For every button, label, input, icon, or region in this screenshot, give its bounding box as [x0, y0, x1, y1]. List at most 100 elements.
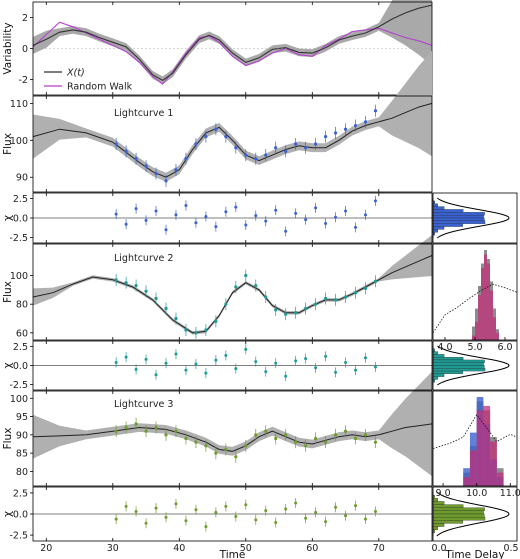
residuals3-point	[324, 520, 328, 524]
lightcurve1-point	[294, 142, 298, 146]
time-delay-label: Time Delay	[444, 549, 504, 559]
residuals2-point	[184, 368, 188, 372]
lightcurve1-frame	[32, 95, 433, 193]
residuals1-point	[354, 225, 358, 229]
lightcurve1-tick-label: 110	[10, 99, 28, 110]
lightcurve2-delay-tick-label: 5.0	[467, 342, 482, 353]
residuals2-point	[164, 361, 168, 365]
lightcurve2-delay-tick-label: 4.0	[437, 342, 452, 353]
residuals1-point	[174, 213, 178, 217]
lightcurve2-point	[164, 306, 168, 311]
lightcurve2-band	[33, 235, 432, 335]
variability-band	[33, 0, 432, 85]
residuals2-point	[264, 370, 268, 374]
lightcurve3-point	[214, 451, 218, 455]
residuals1-chi-frame	[432, 192, 518, 244]
lightcurve2-point	[234, 285, 238, 289]
lightcurve1-point	[274, 146, 278, 150]
residuals2-tick-label: 0.0	[13, 361, 28, 372]
lightcurve1-point	[224, 135, 228, 139]
residuals2-point	[294, 359, 298, 363]
lightcurve3-model-line	[32, 423, 433, 452]
lightcurve3-delay-prior	[432, 414, 518, 449]
residuals3-point	[194, 508, 198, 512]
residuals3-point	[204, 525, 208, 529]
lightcurve2-delay-bar	[478, 295, 481, 340]
residuals3-point	[234, 515, 238, 519]
lightcurve1-point	[174, 168, 178, 172]
residuals3-point	[373, 509, 377, 513]
residuals3-point	[294, 501, 298, 505]
lightcurve2-title: Lightcurve 2	[114, 253, 173, 264]
residuals3-chi-bar	[432, 520, 463, 524]
residuals2-point	[364, 356, 367, 360]
lightcurve1-point	[324, 135, 328, 139]
lightcurve3-point	[154, 425, 158, 430]
residuals1-point	[364, 213, 367, 217]
lightcurve2-point	[224, 302, 228, 306]
residuals1-chi-bar	[432, 226, 445, 230]
lightcurve2-point	[214, 319, 218, 323]
lightcurve1-point	[304, 146, 308, 150]
lightcurve1-band	[33, 50, 432, 182]
residuals2-tick-label: 2.5	[13, 342, 28, 353]
lightcurve3-point	[234, 455, 238, 459]
residuals2-point	[224, 354, 228, 358]
residuals2-point	[334, 370, 338, 374]
residuals3-chi-bar	[432, 513, 485, 518]
residuals3-point	[284, 507, 288, 511]
lightcurve3-point	[174, 429, 178, 433]
lightcurve3-title: Lightcurve 3	[114, 399, 173, 410]
lightcurve3-delay-tick-label: 11.0	[500, 488, 520, 499]
x-tick-label: 50	[240, 543, 252, 554]
model-line	[32, 4, 433, 81]
residuals2-point	[284, 374, 288, 378]
lightcurve2-point	[174, 316, 178, 321]
residuals1-point	[204, 214, 208, 218]
residuals3-chi-bar	[432, 507, 485, 512]
lightcurve2-delay-bar	[472, 335, 475, 340]
residuals2-point	[114, 360, 118, 364]
lightcurve2-point	[144, 289, 148, 293]
y-axis-label: χ	[2, 362, 14, 368]
residuals3-point	[314, 510, 318, 514]
lightcurve1-point	[254, 157, 258, 161]
residuals2-point	[344, 360, 348, 364]
residuals3-point	[354, 504, 358, 508]
residuals2-chi-frame	[432, 340, 518, 391]
residuals2-point	[244, 347, 248, 351]
residuals1-point	[304, 218, 308, 222]
chi-x-tick-label: 0.0	[431, 543, 446, 554]
residuals3-chi-bar	[432, 523, 445, 527]
residuals2-point	[204, 371, 208, 375]
lightcurve3-point	[134, 422, 138, 426]
residuals2-chi-bar	[432, 362, 484, 366]
residuals1-point	[294, 211, 298, 215]
lightcurve2-tick-label: 100	[10, 271, 28, 282]
lightcurve1-point	[343, 127, 348, 131]
lightcurve3-point	[294, 440, 298, 444]
lightcurve3-point	[373, 440, 378, 444]
lightcurve3-point	[164, 433, 168, 437]
lightcurve2-point	[254, 283, 258, 288]
lightcurve2-point	[373, 279, 378, 283]
residuals2-point	[174, 352, 178, 356]
residuals3-point	[364, 517, 367, 521]
residuals3-point	[274, 520, 278, 524]
lightcurve3-delay-bar	[483, 405, 491, 486]
lightcurve2-delay-bar	[484, 254, 487, 340]
lightcurve3-tick-label: 100	[10, 394, 28, 405]
lightcurve1-point	[154, 171, 158, 176]
lightcurve3-delay-tick-label: 9.0	[436, 488, 451, 499]
lightcurve3-point	[284, 433, 288, 437]
residuals3-tick-label: 0.0	[13, 510, 28, 521]
residuals1-chi-bar	[432, 212, 485, 216]
residuals2-chi-bar	[432, 365, 485, 369]
residuals3-point	[114, 517, 118, 521]
lightcurve2-point	[353, 291, 358, 295]
residuals1-point	[284, 229, 288, 233]
y-axis-label: χ	[2, 511, 14, 517]
residuals2-point	[354, 368, 358, 372]
lightcurve1-point	[184, 157, 188, 161]
